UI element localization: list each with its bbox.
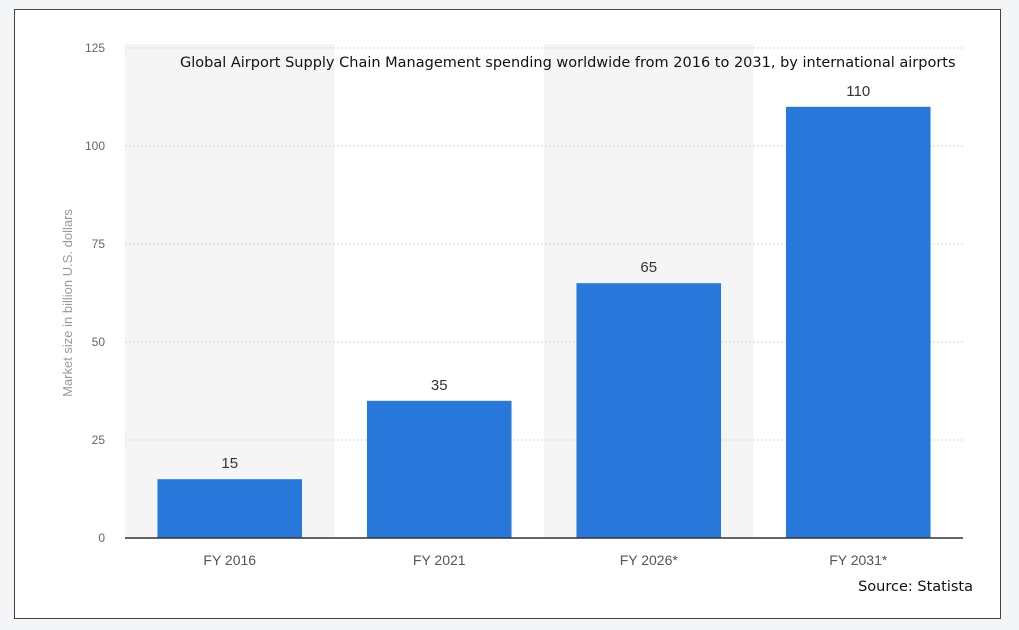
data-label: 15	[221, 455, 238, 472]
x-tick-label: FY 2016	[203, 552, 256, 568]
y-tick-label: 75	[92, 237, 106, 251]
bar	[366, 400, 512, 538]
y-tick-label: 100	[85, 139, 105, 153]
source-note: Source: Statista	[858, 579, 973, 595]
x-tick-label: FY 2026*	[620, 552, 679, 568]
x-tick-label: FY 2021	[413, 552, 466, 568]
data-label: 65	[640, 259, 657, 276]
y-axis-title: Market size in billion U.S. dollars	[60, 209, 75, 397]
y-tick-label: 125	[85, 41, 105, 55]
x-tick-label: FY 2031*	[829, 552, 888, 568]
y-tick-label: 50	[92, 335, 106, 349]
data-label: 35	[431, 377, 448, 394]
y-tick-label: 0	[98, 531, 105, 545]
category-band	[125, 44, 335, 538]
y-axis-ticks: 0 25 50 75 100 125	[85, 41, 105, 545]
bar	[785, 106, 931, 539]
data-label: 110	[846, 83, 870, 100]
bar	[157, 479, 303, 538]
x-axis-ticks: FY 2016 FY 2021 FY 2026* FY 2031*	[203, 552, 887, 568]
chart-title: Global Airport Supply Chain Management s…	[180, 55, 956, 71]
bars: 15 35 65 110	[157, 83, 931, 539]
chart-frame: 0 25 50 75 100 125 15 35 65 110 FY 2016 FY 2021 FY…	[14, 9, 1001, 619]
y-tick-label: 25	[92, 433, 106, 447]
bar	[576, 283, 722, 538]
